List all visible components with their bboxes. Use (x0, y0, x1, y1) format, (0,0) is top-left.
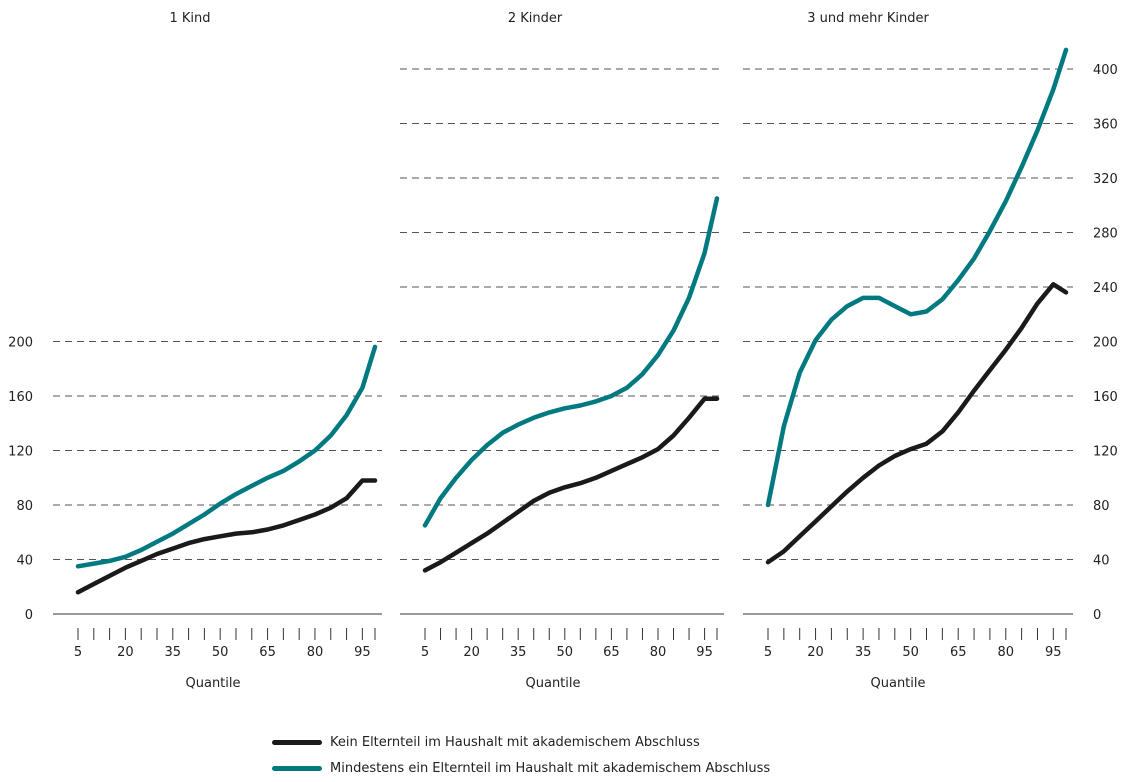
legend-label-kein-elternteil: Kein Elternteil im Haushalt mit akademis… (330, 734, 700, 750)
series-line-mindestens-ein-elternteil (765, 47, 1069, 508)
legend-item-mindestens-ein-elternteil: Mindestens ein Elternteil im Haushalt mi… (272, 755, 770, 781)
y-tick-label: 0 (1093, 608, 1101, 623)
x-tick-label: 35 (165, 645, 182, 660)
x-tick-label: 5 (421, 645, 429, 660)
legend-label-mindestens-ein-elternteil: Mindestens ein Elternteil im Haushalt mi… (330, 760, 771, 776)
x-tick-label: 35 (510, 645, 527, 660)
series-line-kein-elternteil (422, 396, 720, 573)
panel-1: 1 Kind 0 40 80 120 160 200 5 20 35 50 65 80 95 Quantil… (8, 11, 382, 691)
y-tick-label: 280 (1093, 227, 1118, 242)
y-tick-label: 160 (8, 390, 33, 405)
series-line-mindestens-ein-elternteil (422, 196, 720, 528)
series-line-kein-elternteil (75, 478, 378, 595)
x-tick-label: 20 (117, 645, 134, 660)
x-tick-label: 95 (1045, 645, 1062, 660)
y-tick-label: 80 (16, 499, 33, 514)
x-tick-label: 50 (212, 645, 229, 660)
y-tick-label: 120 (1093, 445, 1118, 460)
y-tick-label: 40 (16, 554, 33, 569)
x-tick-label: 65 (603, 645, 620, 660)
panel-title: 2 Kinder (508, 11, 563, 26)
y-tick-label: 400 (1093, 63, 1118, 78)
x-tick-label: 5 (74, 645, 82, 660)
legend-swatch-mindestens-ein-elternteil (272, 765, 322, 771)
panel-title: 3 und mehr Kinder (807, 11, 929, 26)
legend-item-kein-elternteil: Kein Elternteil im Haushalt mit akademis… (272, 729, 770, 755)
x-tick-label: 65 (259, 645, 276, 660)
panel-2: 2 Kinder 5 20 35 50 65 80 95 Quantile (400, 11, 724, 691)
y-tick-label: 320 (1093, 172, 1118, 187)
x-axis-label: Quantile (186, 676, 241, 691)
panel-3: 3 und mehr Kinder 0 40 80 120 160 200 240 280 320… (743, 11, 1118, 691)
x-tick-label: 80 (307, 645, 324, 660)
y-tick-label: 160 (1093, 390, 1118, 405)
y-tick-label: 120 (8, 445, 33, 460)
y-tick-label: 80 (1093, 499, 1110, 514)
x-tick-label: 65 (950, 645, 967, 660)
x-tick-label: 80 (997, 645, 1014, 660)
y-tick-label: 240 (1093, 281, 1118, 296)
x-tick-label: 80 (650, 645, 667, 660)
x-axis-label: Quantile (871, 676, 926, 691)
x-tick-label: 95 (696, 645, 713, 660)
y-tick-label: 200 (1093, 336, 1118, 351)
x-tick-label: 20 (463, 645, 480, 660)
x-tick-label: 20 (807, 645, 824, 660)
x-tick-label: 35 (855, 645, 872, 660)
x-tick-label: 5 (764, 645, 772, 660)
x-tick-label: 50 (557, 645, 574, 660)
x-tick-label: 95 (354, 645, 371, 660)
x-axis-label: Quantile (526, 676, 581, 691)
series-line-mindestens-ein-elternteil (75, 344, 378, 569)
legend: Kein Elternteil im Haushalt mit akademis… (272, 729, 770, 781)
y-tick-label: 40 (1093, 554, 1110, 569)
series-line-kein-elternteil (765, 282, 1069, 565)
legend-swatch-kein-elternteil (272, 739, 322, 745)
y-tick-label: 200 (8, 336, 33, 351)
y-tick-label: 0 (25, 608, 33, 623)
x-tick-label: 50 (902, 645, 919, 660)
panel-title: 1 Kind (169, 11, 210, 26)
y-tick-label: 360 (1093, 118, 1118, 133)
